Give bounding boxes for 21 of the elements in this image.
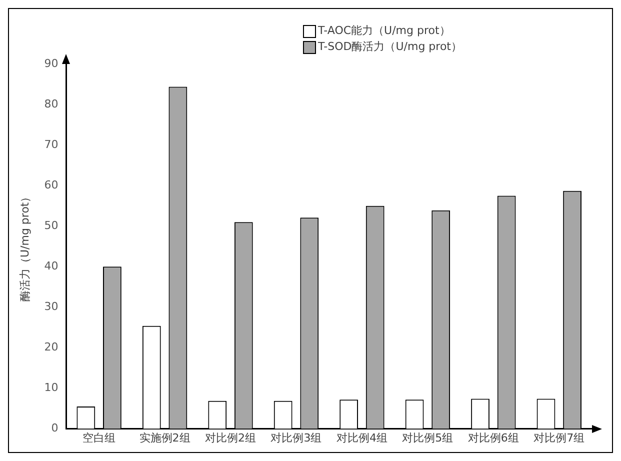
y-tick-label: 90 [44, 56, 58, 70]
x-tick-label: 对比例3组 [270, 431, 322, 444]
y-tick-label: 20 [44, 340, 58, 354]
y-tick-label: 70 [44, 138, 58, 151]
y-axis-title: 酶活力（U/mg prot） [18, 191, 32, 302]
x-tick-label: 实施例2组 [139, 431, 190, 444]
x-tick-label: 对比例2组 [205, 431, 256, 444]
y-tick-label: 30 [44, 300, 58, 314]
y-tick-label: 80 [44, 97, 58, 110]
y-tick-label: 10 [44, 381, 58, 394]
x-tick-label: 对比例4组 [336, 431, 388, 444]
x-tick-label: 空白组 [82, 431, 116, 444]
y-tick-label: 40 [44, 260, 58, 273]
legend-label: T-AOC能力（U/mg prot） [318, 23, 450, 39]
y-tick-label: 0 [51, 422, 58, 435]
x-tick-label: 对比例6组 [468, 431, 519, 444]
x-tick-label: 对比例5组 [402, 431, 454, 444]
y-tick-label: 60 [44, 178, 58, 192]
y-tick-label: 50 [44, 218, 58, 232]
x-tick-label: 对比例7组 [534, 431, 585, 444]
legend-label: T-SOD酶活力（U/mg prot） [318, 39, 462, 55]
